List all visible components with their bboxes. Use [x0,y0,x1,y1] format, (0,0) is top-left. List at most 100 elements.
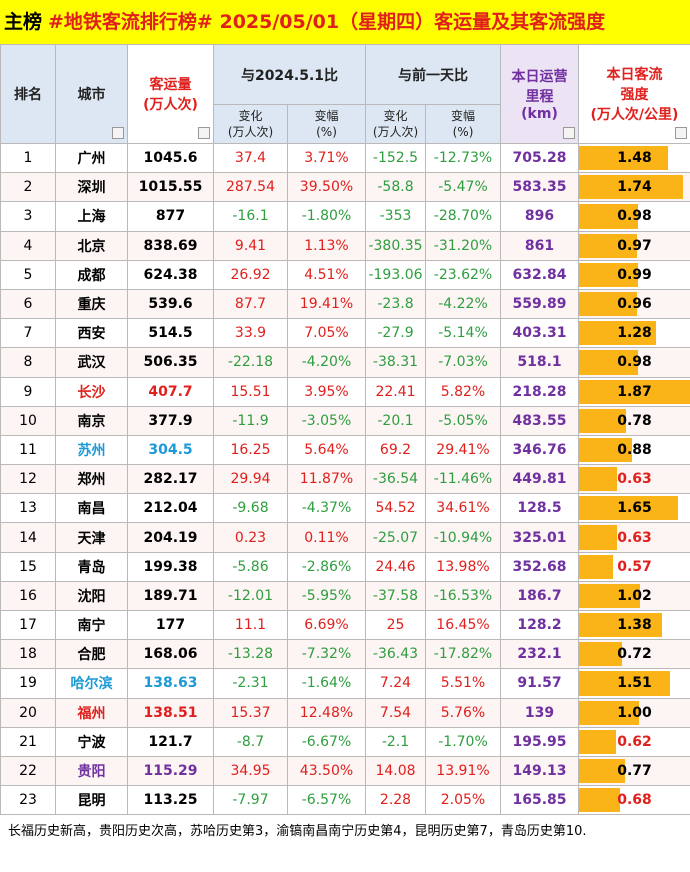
mileage: 186.7 [500,580,579,612]
col-mileage: 本日运营 里程 (km) [500,44,579,144]
dod-pct: 5.82% [425,376,501,407]
intensity: 1.00 [617,704,652,721]
mileage: 861 [500,230,579,261]
rank: 2 [0,172,56,203]
volume: 138.51 [127,697,214,728]
dod-pct: -23.62% [425,259,501,290]
intensity-cell: 1.87 [578,376,690,407]
dod-change: 22.41 [365,376,426,407]
rank: 16 [0,580,56,612]
rank: 21 [0,726,56,757]
unit: (万人次) [372,125,419,139]
dod-pct: -5.05% [425,405,501,436]
filter-button[interactable] [675,127,687,139]
row: 16 沈阳 189.71 -12.01 -5.95% -37.58 -16.53% 186.7… [0,580,690,612]
yoy-pct: -2.86% [287,551,366,582]
label: 变化 [383,109,408,123]
filter-button[interactable] [112,127,124,139]
volume: 199.38 [127,551,214,582]
intensity-cell: 0.78 [578,405,690,436]
dod-pct: 34.61% [425,493,501,524]
yoy-change: 9.41 [213,230,288,261]
intensity-bar [579,437,632,463]
unit: (%) [452,125,474,139]
mileage: 896 [500,201,579,232]
intensity: 1.51 [617,675,652,692]
intensity: 0.98 [617,354,652,371]
intensity-cell: 0.88 [578,434,690,466]
intensity-bar [579,321,656,346]
volume: 514.5 [127,318,214,349]
city: 青岛 [55,551,128,582]
dod-pct: 5.76% [425,697,501,728]
dod-change: 24.46 [365,551,426,582]
yoy-change: -13.28 [213,639,288,670]
dod-pct: -16.53% [425,580,501,612]
yoy-pct: -7.32% [287,639,366,670]
row: 18 合肥 168.06 -13.28 -7.32% -36.43 -17.82% 232.1… [0,639,690,670]
intensity: 0.68 [617,792,652,809]
unit: (%) [316,125,337,139]
intensity: 1.74 [617,179,652,196]
rank: 4 [0,230,56,261]
city: 西安 [55,318,128,349]
dod-change: 2.28 [365,785,426,816]
rank: 23 [0,785,56,816]
city: 南京 [55,405,128,436]
title: #地铁客流排行榜# 2025/05/01（星期四）客运量及其客流强度 [48,11,606,33]
yoy-pct: 5.64% [287,434,366,466]
filter-button[interactable] [563,127,575,139]
mileage: 91.57 [500,668,579,699]
city: 哈尔滨 [55,668,128,699]
rank: 8 [0,347,56,378]
city: 合肥 [55,639,128,670]
volume: 189.71 [127,580,214,612]
volume: 407.7 [127,376,214,407]
city: 南昌 [55,493,128,524]
dod-pct: 2.05% [425,785,501,816]
dod-pct: 5.51% [425,668,501,699]
yoy-change: 16.25 [213,434,288,466]
col-intensity-label: 强度 [620,87,649,103]
yoy-change: -8.7 [213,726,288,757]
volume: 506.35 [127,347,214,378]
intensity-cell: 0.57 [578,551,690,582]
intensity: 0.96 [617,296,652,313]
volume: 204.19 [127,522,214,553]
yoy-pct: 12.48% [287,697,366,728]
mileage: 139 [500,697,579,728]
col-intensity-label: 本日客流 [606,67,663,83]
row: 2 深圳 1015.55 287.54 39.50% -58.8 -5.47% 583.35 1… [0,172,690,203]
yoy-pct: -4.37% [287,493,366,524]
volume: 377.9 [127,405,214,436]
intensity-bar [579,146,668,171]
yoy-change: -9.68 [213,493,288,524]
dod-change: -23.8 [365,288,426,320]
yoy-pct: -6.67% [287,726,366,757]
city: 南宁 [55,609,128,641]
intensity-bar [579,525,617,550]
intensity-cell: 1.65 [578,493,690,524]
rank: 10 [0,405,56,436]
intensity: 1.48 [617,150,652,167]
yoy-change: 37.4 [213,142,288,174]
yoy-change: -22.18 [213,347,288,378]
col-city: 城市 [55,44,128,144]
mileage: 165.85 [500,785,579,816]
rank: 6 [0,288,56,320]
filter-button[interactable] [198,127,210,139]
intensity: 1.38 [617,617,652,634]
col-rank: 排名 [0,44,56,144]
intensity-cell: 1.74 [578,172,690,203]
rank: 22 [0,755,56,787]
yoy-pct: 43.50% [287,755,366,787]
mileage: 449.81 [500,464,579,495]
city: 天津 [55,522,128,553]
row: 23 昆明 113.25 -7.97 -6.57% 2.28 2.05% 165.85 0.68 [0,785,690,816]
col-intensity-unit: (万人次/公里) [590,107,679,123]
col-yoy-pct: 变幅 (%) [287,104,366,144]
yoy-pct: 7.05% [287,318,366,349]
dod-change: -38.31 [365,347,426,378]
yoy-pct: 3.71% [287,142,366,174]
city: 福州 [55,697,128,728]
